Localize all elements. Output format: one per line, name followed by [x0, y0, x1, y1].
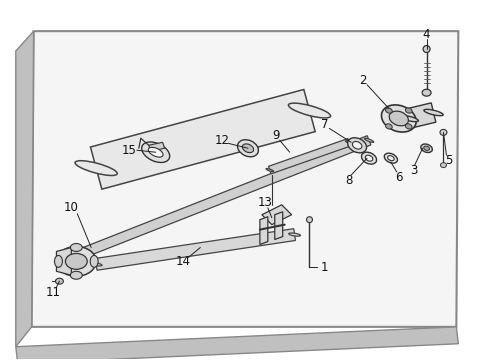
Polygon shape: [269, 139, 350, 174]
Ellipse shape: [54, 255, 62, 267]
Ellipse shape: [421, 144, 432, 153]
Text: 14: 14: [176, 255, 191, 268]
Polygon shape: [260, 217, 268, 244]
Ellipse shape: [238, 140, 258, 157]
Ellipse shape: [388, 156, 394, 161]
Ellipse shape: [365, 155, 373, 161]
Ellipse shape: [399, 115, 418, 122]
Polygon shape: [56, 247, 72, 275]
Polygon shape: [275, 212, 283, 239]
Polygon shape: [149, 142, 165, 151]
Text: 1: 1: [320, 261, 328, 274]
Polygon shape: [95, 229, 295, 270]
Text: 3: 3: [410, 163, 417, 176]
Ellipse shape: [386, 108, 392, 113]
Ellipse shape: [55, 278, 63, 284]
Ellipse shape: [386, 124, 392, 129]
Ellipse shape: [423, 46, 430, 53]
Polygon shape: [406, 103, 436, 128]
Polygon shape: [91, 90, 315, 189]
Text: 7: 7: [320, 118, 328, 131]
Ellipse shape: [65, 253, 87, 269]
Ellipse shape: [365, 138, 374, 143]
Ellipse shape: [389, 111, 409, 126]
Ellipse shape: [266, 168, 273, 172]
Ellipse shape: [405, 124, 412, 129]
Ellipse shape: [424, 109, 443, 116]
Ellipse shape: [352, 141, 362, 149]
Ellipse shape: [405, 108, 412, 113]
Ellipse shape: [307, 217, 313, 223]
Polygon shape: [60, 136, 371, 266]
Ellipse shape: [440, 129, 447, 135]
Text: 9: 9: [272, 129, 279, 142]
Text: 12: 12: [215, 134, 230, 147]
Ellipse shape: [71, 271, 82, 279]
Ellipse shape: [148, 147, 163, 157]
Text: 10: 10: [64, 201, 79, 214]
Text: 2: 2: [359, 74, 367, 87]
Text: 4: 4: [423, 28, 430, 41]
Polygon shape: [32, 31, 458, 327]
Ellipse shape: [90, 263, 102, 266]
Ellipse shape: [422, 89, 431, 96]
Ellipse shape: [424, 146, 429, 150]
Ellipse shape: [75, 161, 117, 175]
Text: 15: 15: [122, 144, 136, 157]
Ellipse shape: [289, 103, 331, 118]
Text: 8: 8: [345, 174, 353, 186]
Ellipse shape: [56, 247, 96, 276]
Text: 5: 5: [445, 154, 452, 167]
Ellipse shape: [90, 255, 98, 267]
Polygon shape: [16, 327, 458, 360]
Polygon shape: [262, 205, 292, 225]
Polygon shape: [16, 31, 34, 347]
Ellipse shape: [348, 138, 367, 153]
Text: 6: 6: [395, 171, 403, 184]
Text: 13: 13: [257, 196, 272, 209]
Ellipse shape: [441, 163, 446, 168]
Text: 11: 11: [46, 285, 61, 299]
Ellipse shape: [381, 105, 416, 132]
Ellipse shape: [384, 153, 397, 163]
Ellipse shape: [142, 142, 170, 162]
Ellipse shape: [362, 152, 377, 164]
Ellipse shape: [345, 141, 353, 144]
Ellipse shape: [57, 259, 66, 264]
Ellipse shape: [243, 144, 254, 153]
Ellipse shape: [289, 233, 300, 236]
Ellipse shape: [71, 243, 82, 251]
